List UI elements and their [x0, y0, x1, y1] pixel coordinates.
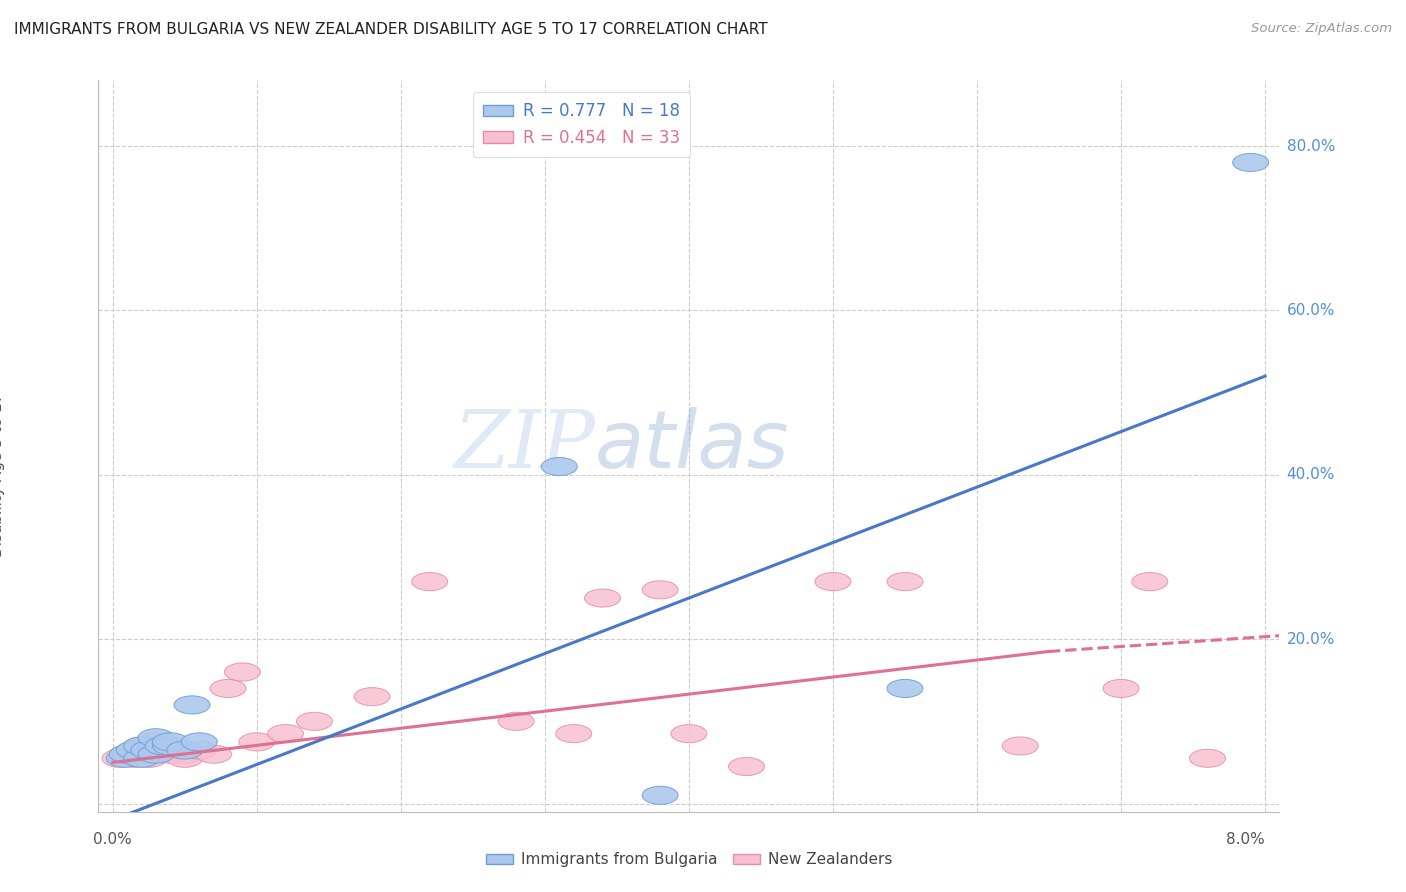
Ellipse shape [152, 733, 188, 751]
Ellipse shape [110, 745, 145, 764]
Ellipse shape [498, 713, 534, 731]
Ellipse shape [107, 749, 142, 767]
Text: 80.0%: 80.0% [1286, 138, 1336, 153]
Ellipse shape [152, 745, 188, 764]
Ellipse shape [555, 724, 592, 743]
Text: 8.0%: 8.0% [1226, 832, 1265, 847]
Ellipse shape [110, 745, 145, 764]
Ellipse shape [167, 745, 202, 764]
Text: ZIP: ZIP [453, 408, 595, 484]
Ellipse shape [124, 745, 160, 764]
Ellipse shape [138, 733, 174, 751]
Ellipse shape [1189, 749, 1226, 767]
Ellipse shape [131, 749, 167, 767]
Text: 40.0%: 40.0% [1286, 467, 1336, 483]
Ellipse shape [887, 573, 922, 591]
Text: 60.0%: 60.0% [1286, 303, 1336, 318]
Text: atlas: atlas [595, 407, 789, 485]
Ellipse shape [887, 680, 922, 698]
Ellipse shape [1002, 737, 1038, 755]
Ellipse shape [225, 663, 260, 681]
Text: IMMIGRANTS FROM BULGARIA VS NEW ZEALANDER DISABILITY AGE 5 TO 17 CORRELATION CHA: IMMIGRANTS FROM BULGARIA VS NEW ZEALANDE… [14, 22, 768, 37]
Ellipse shape [174, 696, 209, 714]
Ellipse shape [1132, 573, 1168, 591]
Text: Source: ZipAtlas.com: Source: ZipAtlas.com [1251, 22, 1392, 36]
Ellipse shape [195, 745, 232, 764]
Ellipse shape [297, 713, 332, 731]
Text: Disability Age 5 to 17: Disability Age 5 to 17 [0, 392, 6, 557]
Ellipse shape [1233, 153, 1268, 171]
Ellipse shape [152, 737, 188, 755]
Ellipse shape [167, 749, 202, 767]
Ellipse shape [145, 737, 181, 755]
Ellipse shape [209, 680, 246, 698]
Ellipse shape [354, 688, 389, 706]
Ellipse shape [117, 741, 152, 759]
Ellipse shape [124, 737, 160, 755]
Ellipse shape [181, 733, 218, 751]
Ellipse shape [103, 749, 138, 767]
Legend: Immigrants from Bulgaria, New Zealanders: Immigrants from Bulgaria, New Zealanders [479, 847, 898, 873]
Ellipse shape [181, 741, 218, 759]
Ellipse shape [167, 741, 202, 759]
Text: 20.0%: 20.0% [1286, 632, 1336, 647]
Ellipse shape [728, 757, 765, 775]
Ellipse shape [239, 733, 274, 751]
Ellipse shape [124, 737, 160, 755]
Ellipse shape [117, 749, 152, 767]
Ellipse shape [138, 729, 174, 747]
Ellipse shape [124, 749, 160, 767]
Ellipse shape [585, 589, 620, 607]
Ellipse shape [138, 745, 174, 764]
Ellipse shape [643, 786, 678, 805]
Ellipse shape [412, 573, 447, 591]
Ellipse shape [815, 573, 851, 591]
Ellipse shape [541, 458, 578, 475]
Ellipse shape [643, 581, 678, 599]
Text: 0.0%: 0.0% [93, 832, 132, 847]
Ellipse shape [152, 741, 188, 759]
Ellipse shape [138, 741, 174, 759]
Ellipse shape [267, 724, 304, 743]
Ellipse shape [671, 724, 707, 743]
Ellipse shape [131, 741, 167, 759]
Ellipse shape [1104, 680, 1139, 698]
